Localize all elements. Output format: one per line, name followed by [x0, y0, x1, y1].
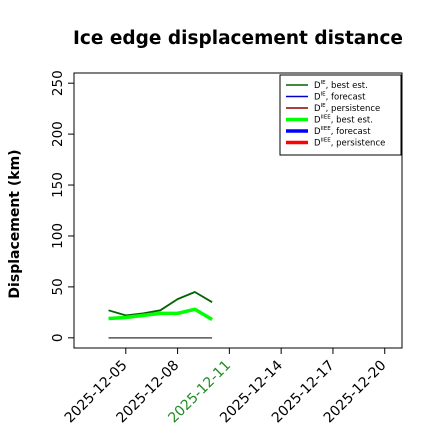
series-line-3: [108, 307, 213, 321]
legend-entry-label: DIIEE, forecast: [314, 126, 371, 137]
y-tick-label: 50: [50, 278, 66, 295]
series-layer: [108, 291, 213, 339]
y-axis-label: Displacement (km): [7, 149, 23, 298]
legend-entry-label: DIE, persistence: [314, 103, 380, 114]
y-axis: 0 50 100 150 200 250: [50, 70, 74, 342]
plot-area-frame: [73, 72, 403, 349]
y-tick-label: 250: [50, 70, 66, 96]
y-tick-label: 150: [50, 172, 66, 198]
legend-entry-label: DIIEE, best est.: [314, 115, 373, 126]
chart-title: Ice edge displacement distance: [73, 28, 403, 49]
legend-entry-label: DIE, best est.: [314, 80, 368, 91]
legend-entry-label: DIIEE, persistence: [314, 138, 385, 149]
legend-entry-label: DIE, forecast: [314, 92, 366, 103]
series-line-0: [108, 291, 213, 317]
y-tick-label: 200: [50, 121, 66, 147]
y-tick-label: 100: [50, 223, 66, 249]
y-tick-label: 0: [50, 334, 66, 343]
